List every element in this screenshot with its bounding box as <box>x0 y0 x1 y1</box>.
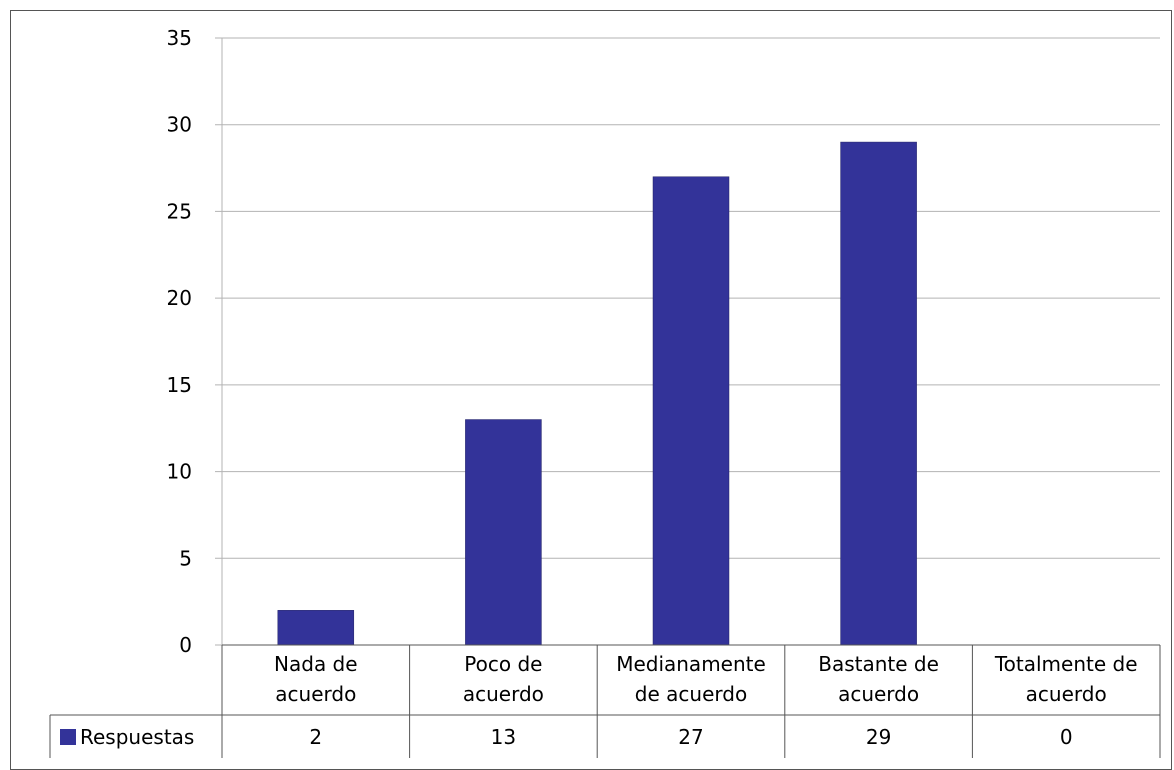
y-tick-label: 15 <box>167 373 192 397</box>
data-value: 0 <box>1060 725 1073 749</box>
category-label: acuerdo <box>1026 682 1107 706</box>
bars <box>277 141 917 646</box>
series-name: Respuestas <box>80 725 194 749</box>
category-label: acuerdo <box>838 682 919 706</box>
category-label: Nada de <box>274 652 358 676</box>
data-table: Nada de acuerdo Poco de acuerdo Medianamente… <box>49 644 1161 758</box>
y-tick-label: 5 <box>179 546 192 570</box>
category-label: acuerdo <box>463 682 544 706</box>
category-label: Poco de <box>464 652 542 676</box>
category-label: Totalmente de <box>994 652 1138 676</box>
y-axis-ticks: 0 5 10 15 20 25 30 35 <box>167 26 192 657</box>
y-tick-label: 20 <box>167 286 192 310</box>
data-value: 27 <box>678 725 703 749</box>
y-tick-label: 30 <box>167 113 192 137</box>
data-value: 2 <box>309 725 322 749</box>
category-label: acuerdo <box>275 682 356 706</box>
y-tick-label: 35 <box>167 26 192 50</box>
category-label: Bastante de <box>818 652 939 676</box>
data-value: 13 <box>491 725 516 749</box>
category-label: Medianamente <box>616 652 766 676</box>
y-tick-label: 10 <box>167 460 192 484</box>
bar <box>840 141 917 646</box>
bar <box>652 176 730 646</box>
legend-swatch <box>60 729 76 745</box>
category-label: de acuerdo <box>635 682 747 706</box>
y-tick-label: 0 <box>179 633 192 657</box>
y-tick-label: 25 <box>167 199 192 223</box>
bar <box>277 610 355 646</box>
data-value: 29 <box>866 725 891 749</box>
bar <box>465 419 542 646</box>
